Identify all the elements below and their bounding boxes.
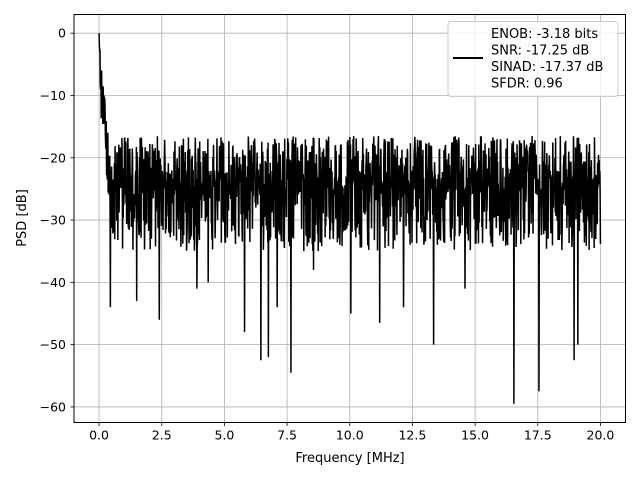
x-tick-label: 5.0 xyxy=(214,428,234,443)
y-tick-label: −30 xyxy=(40,213,66,228)
legend-entry-sinad: SINAD: -17.37 dB xyxy=(491,60,603,75)
y-tick-label: −60 xyxy=(40,399,66,414)
x-tick-label: 20.0 xyxy=(587,428,615,443)
y-tick-label: −50 xyxy=(40,337,66,352)
x-tick-label: 17.5 xyxy=(524,428,552,443)
legend: ENOB: -3.18 bits SNR: -17.25 dB SINAD: -… xyxy=(447,21,619,97)
legend-entry-snr: SNR: -17.25 dB xyxy=(491,44,589,59)
x-tick-label: 2.5 xyxy=(152,428,172,443)
x-tick-label: 12.5 xyxy=(398,428,426,443)
legend-entry-enob: ENOB: -3.18 bits xyxy=(491,27,598,42)
psd-line xyxy=(98,33,602,404)
axis-ticks: 0.0 2.5 5.0 7.5 10.0 12.5 15.0 17.5 20.0 0 −10 −20 −… xyxy=(40,26,615,443)
x-tick-label: 0.0 xyxy=(89,428,109,443)
y-tick-label: −40 xyxy=(40,275,66,290)
y-tick-label: −10 xyxy=(40,88,66,103)
legend-box xyxy=(447,21,619,97)
x-tick-label: 15.0 xyxy=(461,428,489,443)
x-axis-label: Frequency [MHz] xyxy=(295,451,404,466)
psd-series xyxy=(98,33,602,404)
y-tick-label: −20 xyxy=(40,150,66,165)
y-axis-label: PSD [dB] xyxy=(15,189,30,247)
legend-entry-sfdr: SFDR: 0.96 xyxy=(491,77,563,92)
y-tick-label: 0 xyxy=(58,26,66,41)
x-tick-label: 10.0 xyxy=(336,428,364,443)
x-tick-label: 7.5 xyxy=(277,428,297,443)
